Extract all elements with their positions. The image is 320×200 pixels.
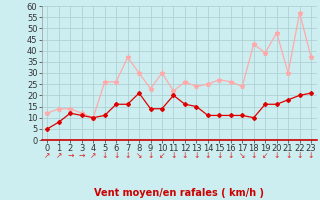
Text: ↗: ↗ xyxy=(56,151,62,160)
Text: →: → xyxy=(78,151,85,160)
Text: ↓: ↓ xyxy=(170,151,177,160)
Text: ↓: ↓ xyxy=(216,151,222,160)
Text: ↓: ↓ xyxy=(113,151,119,160)
Text: ↗: ↗ xyxy=(44,151,51,160)
Text: ↓: ↓ xyxy=(274,151,280,160)
Text: ↓: ↓ xyxy=(308,151,314,160)
Text: ↓: ↓ xyxy=(124,151,131,160)
Text: ↙: ↙ xyxy=(262,151,268,160)
Text: ↓: ↓ xyxy=(251,151,257,160)
Text: ↓: ↓ xyxy=(205,151,211,160)
Text: ↘: ↘ xyxy=(136,151,142,160)
Text: ↗: ↗ xyxy=(90,151,96,160)
Text: ↓: ↓ xyxy=(182,151,188,160)
Text: Vent moyen/en rafales ( km/h ): Vent moyen/en rafales ( km/h ) xyxy=(94,188,264,198)
Text: ↓: ↓ xyxy=(296,151,303,160)
Text: ↓: ↓ xyxy=(228,151,234,160)
Text: ↘: ↘ xyxy=(239,151,245,160)
Text: ↓: ↓ xyxy=(193,151,200,160)
Text: ↓: ↓ xyxy=(147,151,154,160)
Text: ↓: ↓ xyxy=(101,151,108,160)
Text: ↙: ↙ xyxy=(159,151,165,160)
Text: →: → xyxy=(67,151,74,160)
Text: ↓: ↓ xyxy=(285,151,291,160)
